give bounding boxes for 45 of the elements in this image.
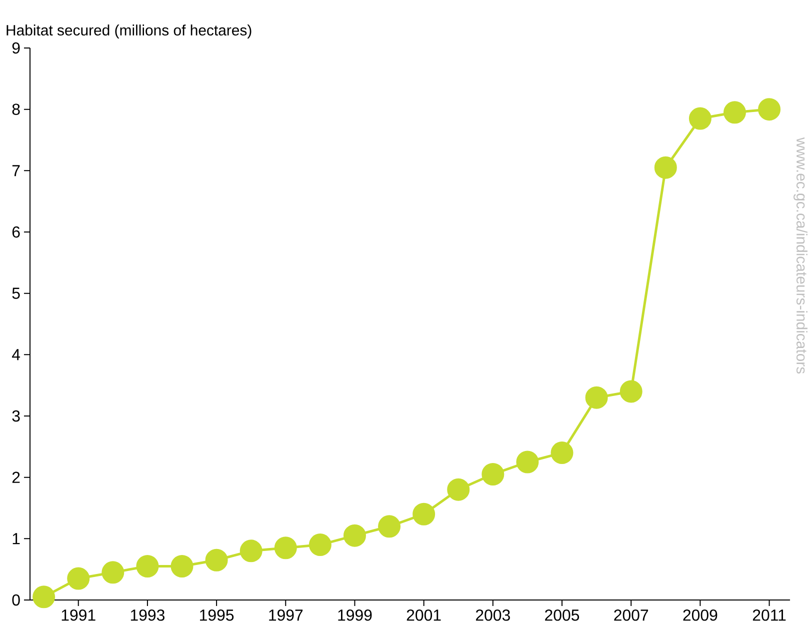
point [102, 561, 124, 584]
y-tick-label: 7 [12, 165, 20, 176]
point [758, 98, 781, 121]
point [343, 524, 366, 547]
x-tick-label: 1993 [130, 610, 164, 621]
point [550, 442, 574, 464]
point [205, 548, 228, 572]
y-tick-label: 6 [12, 226, 20, 238]
x-tick-label: 2007 [614, 610, 648, 621]
point [170, 555, 194, 578]
x-tick-label: 1997 [269, 610, 303, 621]
point [723, 101, 746, 124]
text: www.ec.gc.ca/indicateurs-indicators [794, 137, 808, 374]
point [585, 386, 608, 409]
y-tick-label: 9 [12, 42, 20, 54]
y-axis-title: Habitat secured (millions of hectares) [6, 24, 252, 38]
point [447, 478, 470, 501]
y-tick-label: 3 [12, 410, 20, 422]
y-tick-label: 2 [12, 472, 20, 483]
x-tick-label: 2009 [683, 610, 718, 621]
x-tick-label: 1995 [200, 610, 234, 621]
x-tick-label: 2003 [476, 610, 510, 621]
point [378, 515, 401, 538]
point [67, 567, 90, 590]
x-tick-label: 2005 [545, 610, 580, 621]
point [136, 555, 159, 578]
point [412, 502, 436, 526]
point [308, 534, 332, 556]
point [620, 380, 642, 403]
y-tick-label: 1 [12, 533, 20, 544]
point [32, 586, 56, 608]
x-tick-label: 2011 [752, 610, 786, 621]
point [654, 156, 677, 179]
point [240, 540, 262, 562]
x-tick-label: 1999 [338, 610, 372, 621]
point [482, 463, 504, 486]
y-tick-label: 8 [12, 104, 20, 115]
y-tick-label: 5 [12, 288, 20, 299]
point [516, 450, 539, 474]
point [688, 107, 712, 130]
x-tick-label: 2001 [406, 610, 441, 621]
y-tick-label: 0 [12, 594, 20, 606]
x-tick-label: 1991 [62, 610, 96, 621]
point [274, 536, 297, 560]
y-tick-label: 4 [12, 349, 20, 360]
